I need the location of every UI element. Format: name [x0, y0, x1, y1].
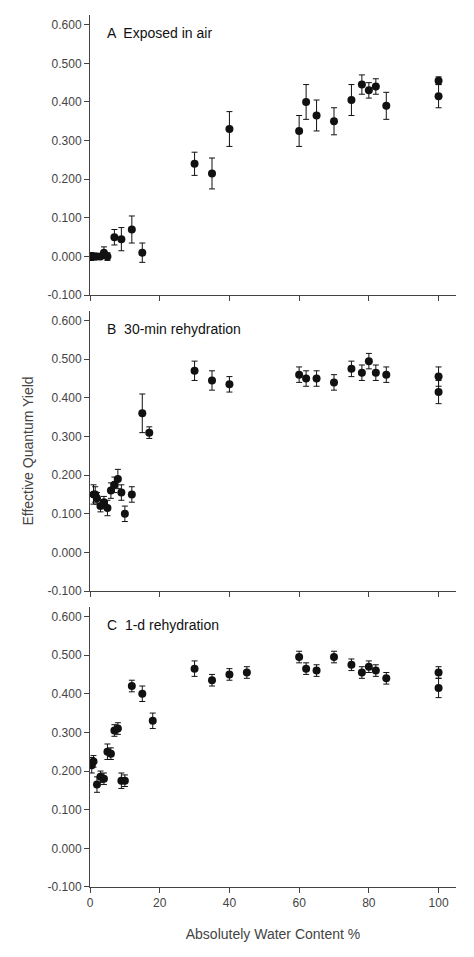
- svg-text:0.500: 0.500: [52, 352, 82, 366]
- svg-text:0.000: 0.000: [52, 250, 82, 264]
- svg-text:100: 100: [429, 896, 449, 910]
- svg-text:20: 20: [153, 896, 167, 910]
- svg-text:-0.100: -0.100: [48, 288, 82, 302]
- svg-text:40: 40: [223, 896, 237, 910]
- svg-text:C 1-d rehydration: C 1-d rehydration: [107, 617, 219, 633]
- svg-text:-0.100: -0.100: [48, 584, 82, 598]
- svg-text:0.500: 0.500: [52, 648, 82, 662]
- svg-text:0: 0: [87, 896, 94, 910]
- svg-text:0.300: 0.300: [52, 134, 82, 148]
- svg-text:0.100: 0.100: [52, 507, 82, 521]
- svg-text:0.400: 0.400: [52, 687, 82, 701]
- svg-text:0.200: 0.200: [52, 172, 82, 186]
- svg-text:0.000: 0.000: [52, 546, 82, 560]
- svg-text:0.400: 0.400: [52, 391, 82, 405]
- svg-text:0.300: 0.300: [52, 430, 82, 444]
- svg-text:0.600: 0.600: [52, 610, 82, 624]
- svg-text:B 30-min rehydration: B 30-min rehydration: [107, 321, 241, 337]
- svg-text:Absolutely Water Content %: Absolutely Water Content %: [186, 926, 361, 942]
- svg-text:0.600: 0.600: [52, 314, 82, 328]
- svg-text:0.100: 0.100: [52, 803, 82, 817]
- svg-text:0.000: 0.000: [52, 842, 82, 856]
- svg-text:0.300: 0.300: [52, 726, 82, 740]
- svg-text:0.200: 0.200: [52, 764, 82, 778]
- svg-text:0.200: 0.200: [52, 468, 82, 482]
- svg-text:0.600: 0.600: [52, 18, 82, 32]
- svg-text:Effective Quantum Yield: Effective Quantum Yield: [20, 376, 36, 525]
- svg-text:-0.100: -0.100: [48, 880, 82, 894]
- svg-text:0.500: 0.500: [52, 57, 82, 71]
- svg-text:80: 80: [362, 896, 376, 910]
- svg-text:0.100: 0.100: [52, 211, 82, 225]
- svg-text:60: 60: [292, 896, 306, 910]
- svg-text:0.400: 0.400: [52, 95, 82, 109]
- svg-text:A Exposed in air: A Exposed in air: [107, 25, 212, 41]
